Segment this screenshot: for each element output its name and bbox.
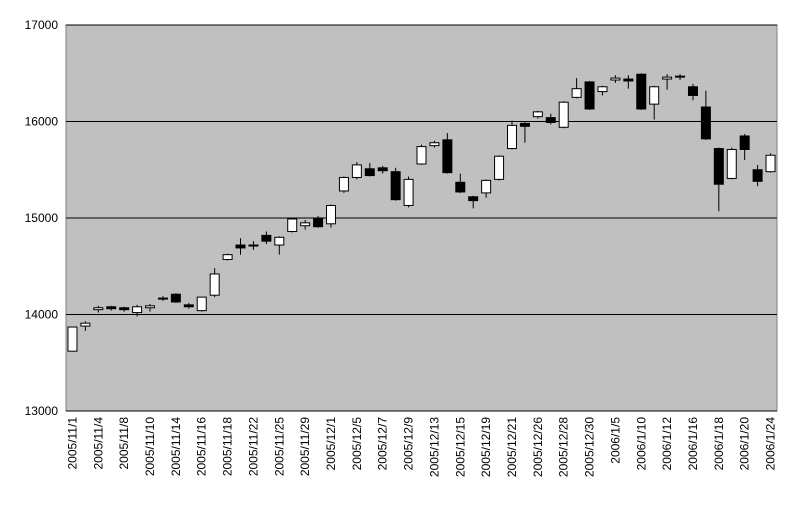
candle-body	[494, 155, 505, 180]
x-tick-label: 2005/12/21	[505, 417, 519, 477]
candle-body	[636, 73, 647, 110]
candle-body	[623, 78, 634, 82]
x-tick-label: 2005/11/14	[169, 417, 183, 476]
candle-body	[222, 254, 233, 260]
x-tick-label: 2005/11/25	[272, 417, 286, 476]
candle-body	[351, 164, 362, 178]
candle-body	[610, 77, 621, 81]
x-tick-label: 2005/12/28	[557, 417, 571, 477]
candle-body	[700, 106, 711, 140]
candle-body	[261, 234, 272, 242]
x-tick-label: 2005/12/26	[531, 417, 545, 477]
x-tick-label: 2006/1/24	[764, 417, 778, 471]
x-tick-label: 2005/12/15	[453, 417, 467, 477]
candle-body	[662, 76, 673, 80]
candle-body	[338, 176, 349, 192]
x-tick-label: 2005/12/30	[583, 417, 597, 477]
candle-body	[429, 142, 440, 147]
candle-body	[468, 196, 479, 202]
candle-body	[442, 139, 453, 174]
candle-body	[687, 86, 698, 96]
candle-body	[765, 154, 776, 173]
candle-body	[519, 122, 530, 127]
x-tick-label: 2005/11/16	[195, 417, 209, 476]
candle-body	[455, 181, 466, 193]
candle-body	[416, 146, 427, 165]
candle-body	[390, 171, 401, 201]
candle-body	[403, 178, 414, 206]
x-tick-label: 2006/1/16	[686, 417, 700, 471]
candle-body	[713, 148, 724, 185]
candle-body	[326, 204, 337, 225]
candle-body	[157, 297, 168, 300]
candle-body	[119, 307, 130, 311]
candle-body	[752, 169, 763, 182]
y-tick-label: 15000	[25, 211, 59, 225]
candle-body	[481, 179, 492, 194]
x-tick-label: 2005/11/4	[91, 417, 105, 470]
y-tick-label: 14000	[25, 308, 59, 322]
candle-body	[545, 117, 556, 123]
x-tick-label: 2006/1/5	[608, 417, 622, 464]
candle-body	[132, 306, 143, 314]
candle-body	[597, 86, 608, 93]
x-tick-label: 2005/11/29	[298, 417, 312, 476]
candle-body	[506, 124, 517, 150]
x-tick-label: 2005/12/7	[376, 417, 390, 471]
candle-body	[145, 305, 156, 309]
x-tick-label: 2005/11/22	[246, 417, 260, 476]
y-tick-label: 16000	[25, 115, 59, 129]
y-tick-label: 13000	[25, 404, 59, 418]
candle-body	[170, 293, 181, 303]
candle-body	[739, 135, 750, 150]
candle-body	[67, 326, 78, 352]
candle-body	[364, 168, 375, 177]
candle-body	[209, 273, 220, 296]
x-tick-label: 2005/12/19	[479, 417, 493, 477]
x-tick-label: 2006/1/12	[660, 417, 674, 471]
x-tick-label: 2005/12/5	[350, 417, 364, 471]
candle-body	[313, 218, 324, 228]
candle-body	[287, 218, 298, 233]
candle-body	[558, 101, 569, 128]
x-tick-label: 2006/1/10	[634, 417, 648, 471]
x-tick-label: 2005/12/13	[427, 417, 441, 477]
candle-body	[183, 304, 194, 308]
candle-body	[726, 148, 737, 179]
x-tick-label: 2005/11/10	[143, 417, 157, 476]
candle-body	[377, 167, 388, 172]
y-tick-label: 17000	[25, 18, 59, 32]
candle-body	[80, 322, 91, 327]
x-tick-label: 2005/12/9	[402, 417, 416, 471]
candle-body	[675, 75, 686, 78]
candle-body	[106, 306, 117, 310]
candle-body	[196, 296, 207, 312]
candle-body	[300, 222, 311, 227]
x-tick-label: 2005/12/1	[324, 417, 338, 471]
x-tick-label: 2006/1/20	[738, 417, 752, 471]
candle-body	[532, 111, 543, 118]
candle-body	[649, 86, 660, 105]
candle-body	[235, 244, 246, 249]
x-tick-label: 2005/11/8	[117, 417, 131, 470]
candle-body	[248, 244, 259, 247]
candle-body	[571, 88, 582, 98]
candle-body	[584, 81, 595, 110]
candle-body	[93, 307, 104, 311]
x-tick-label: 2005/11/1	[65, 417, 79, 470]
x-tick-label: 2006/1/18	[712, 417, 726, 471]
candle-body	[274, 236, 285, 246]
x-tick-label: 2005/11/18	[221, 417, 235, 476]
